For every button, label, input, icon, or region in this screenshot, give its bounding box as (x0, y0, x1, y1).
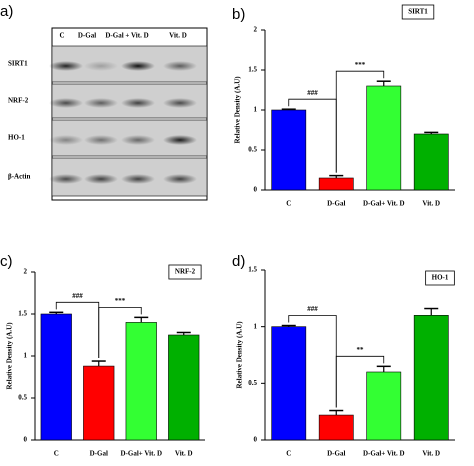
lane-label: D-Gal + Vit. D (105, 32, 148, 40)
y-tick-label: 1.5 (248, 66, 257, 74)
blot-band (49, 61, 83, 71)
y-tick-label: 2 (24, 268, 28, 276)
panel-label: d) (232, 253, 245, 270)
significance-bracket (98, 306, 142, 359)
y-tick-label: 2 (254, 26, 258, 34)
row-label: SIRT1 (8, 60, 28, 68)
blot-band (163, 61, 197, 71)
bar (83, 365, 115, 441)
bar (40, 313, 72, 441)
blot-band (49, 135, 83, 145)
chart-title: SIRT1 (408, 8, 428, 16)
blot-band (163, 135, 197, 145)
y-tick-label: 0.5 (248, 146, 257, 154)
blot-band (121, 135, 155, 145)
x-tick-label: Vit. D (175, 450, 193, 458)
y-axis-label: Relative Density (A.U) (236, 321, 244, 389)
bar (271, 326, 307, 441)
bar (366, 85, 402, 191)
blot-band (121, 174, 155, 184)
panel-label: b) (232, 6, 245, 23)
x-tick-label: D-Gal (90, 450, 108, 458)
title-box (425, 270, 455, 286)
panel-label: c) (0, 253, 13, 270)
title-box (168, 264, 202, 280)
x-tick-label: C (54, 450, 59, 458)
annotation: ### (307, 305, 318, 313)
annotation: ### (307, 89, 318, 97)
x-tick-label: D-Gal (327, 450, 345, 458)
y-tick-label: 1 (24, 352, 28, 360)
blot-band (163, 174, 197, 184)
lane-label: D-Gal (78, 32, 96, 40)
bar (318, 414, 354, 441)
bar (318, 177, 354, 191)
bar (366, 371, 402, 441)
y-tick-label: 0 (24, 436, 28, 444)
y-tick-label: 1 (254, 106, 258, 114)
chart-title: HO-1 (432, 274, 449, 282)
blot-band (49, 98, 83, 108)
bar (168, 334, 200, 441)
blot-band (84, 98, 118, 108)
blot-band (49, 174, 83, 184)
significance-bracket (335, 355, 385, 408)
significance-bracket (335, 70, 385, 173)
blot-band (84, 61, 118, 71)
bar (271, 109, 307, 191)
x-tick-label: C (286, 450, 291, 458)
title-box (401, 4, 435, 20)
y-tick-label: 0.5 (248, 379, 257, 387)
row-label: NRF-2 (8, 97, 29, 105)
bar (413, 133, 449, 191)
lane-label: Vit. D (169, 32, 187, 40)
y-axis-label: Relative Density (A.U) (234, 76, 242, 144)
blot-band (163, 98, 197, 108)
row-label: β-Actin (8, 173, 30, 181)
chart-title: NRF-2 (175, 268, 196, 276)
x-tick-label: D-Gal+ Vit. D (363, 450, 405, 458)
lane-label: C (59, 32, 64, 40)
panel-label: a) (0, 3, 13, 20)
bar (413, 315, 449, 441)
blot-band (84, 135, 118, 145)
annotation: ** (357, 346, 365, 354)
y-tick-label: 0 (254, 436, 258, 444)
bar (125, 322, 157, 441)
y-tick-label: 1.5 (248, 266, 257, 274)
y-tick-label: 0 (254, 186, 258, 194)
y-tick-label: 0.5 (18, 394, 27, 402)
x-tick-label: C (286, 200, 291, 208)
row-label: HO-1 (8, 134, 25, 142)
annotation: ### (72, 292, 83, 300)
x-tick-label: D-Gal+ Vit. D (120, 450, 162, 458)
x-tick-label: D-Gal (327, 200, 345, 208)
y-tick-label: 1 (254, 322, 258, 330)
annotation: *** (115, 297, 126, 305)
blot-band (84, 174, 118, 184)
y-axis-label: Relative Density (A.U) (6, 322, 14, 390)
x-tick-label: D-Gal+ Vit. D (363, 200, 405, 208)
annotation: *** (355, 61, 366, 69)
y-tick-label: 1.5 (18, 310, 27, 318)
blot-band (121, 98, 155, 108)
x-tick-label: Vit. D (422, 200, 440, 208)
blot-band (121, 61, 155, 71)
x-tick-label: Vit. D (422, 450, 440, 458)
